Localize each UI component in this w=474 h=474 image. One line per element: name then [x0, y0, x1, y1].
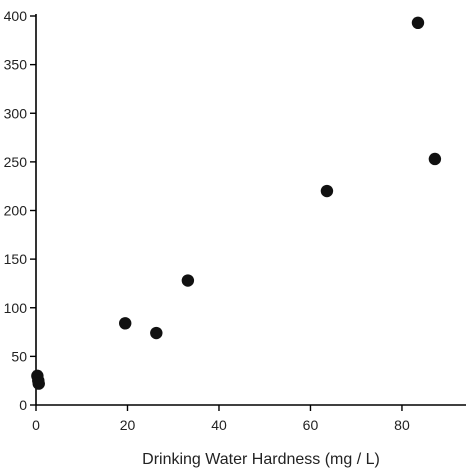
data-point [320, 184, 334, 198]
y-tick-label: 250 [4, 154, 28, 170]
data-point [150, 326, 163, 340]
y-tick-label: 400 [4, 8, 28, 24]
data-point [428, 152, 442, 166]
x-tick-label: 60 [303, 417, 319, 433]
y-tick-label: 350 [4, 57, 28, 73]
x-axis-ticks: 0 20 40 60 80 [32, 405, 410, 433]
data-point [411, 16, 425, 30]
y-tick-label: 0 [19, 397, 27, 413]
y-axis-ticks: 0 50 100 150 200 250 300 350 400 [4, 8, 36, 413]
y-tick-label: 300 [4, 105, 28, 121]
data-point [181, 274, 195, 287]
data-points [31, 16, 442, 390]
x-axis-title: Drinking Water Hardness (mg / L) [142, 451, 380, 468]
data-point [32, 377, 45, 390]
x-tick-label: 0 [32, 417, 40, 433]
data-point [119, 317, 132, 330]
x-tick-label: 80 [394, 417, 410, 433]
y-tick-label: 50 [11, 348, 27, 364]
x-tick-label: 20 [120, 417, 136, 433]
y-tick-label: 200 [4, 203, 28, 219]
y-tick-label: 100 [4, 300, 28, 316]
x-tick-label: 40 [211, 417, 227, 433]
y-tick-label: 150 [4, 251, 28, 267]
